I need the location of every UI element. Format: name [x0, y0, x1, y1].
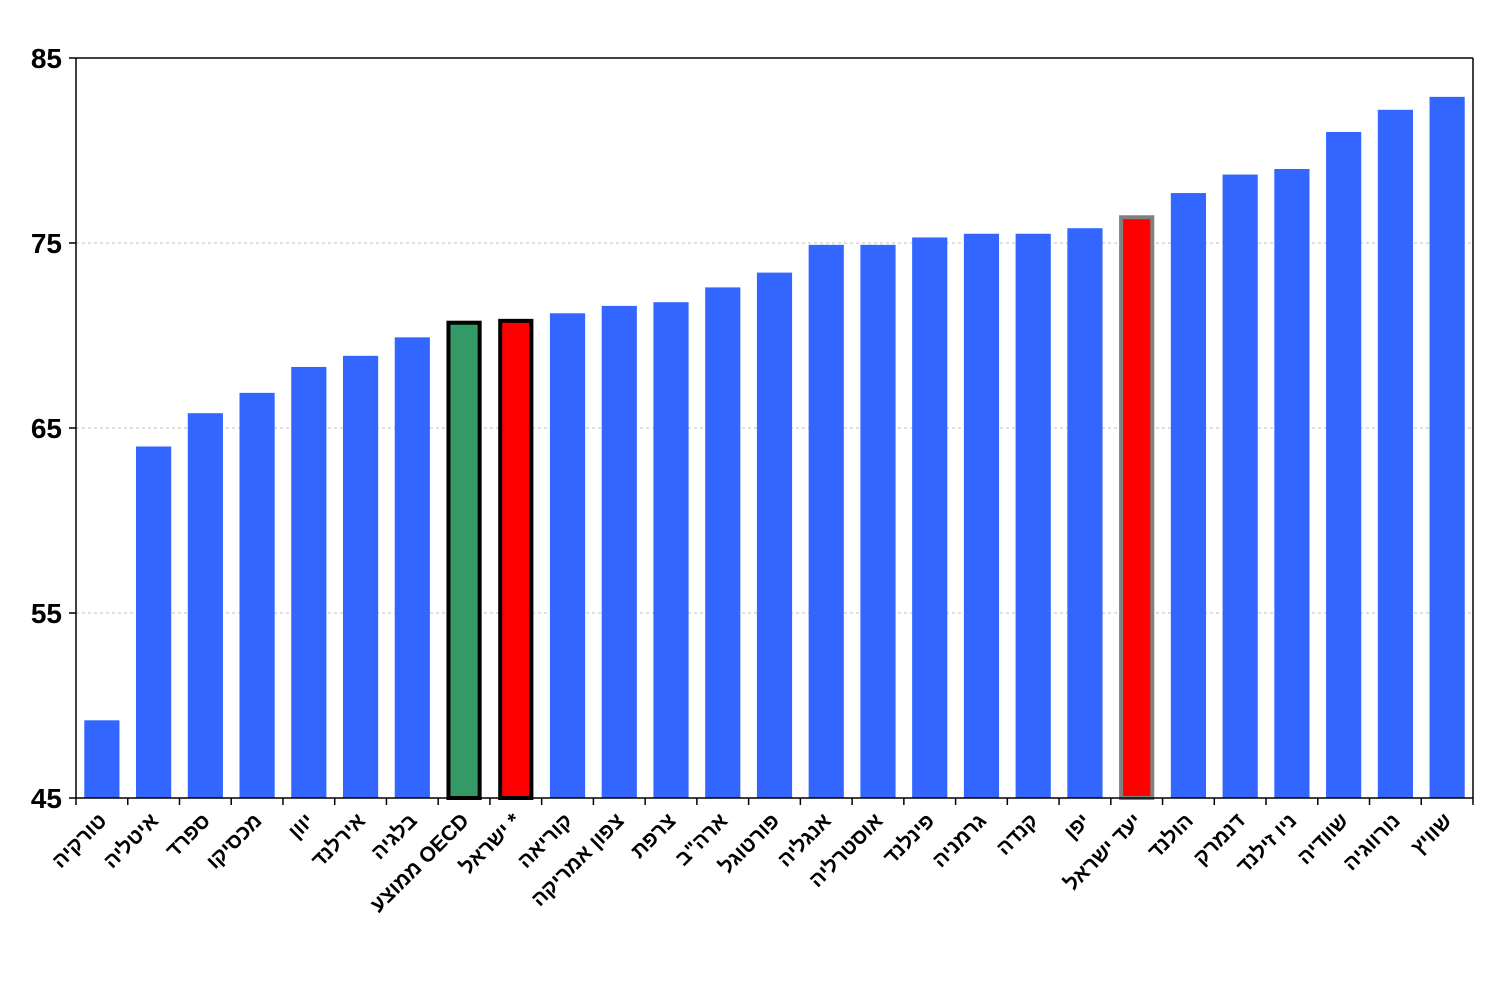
bar-country — [1222, 174, 1258, 799]
y-tick-label: 75 — [31, 228, 62, 259]
axes — [69, 57, 1474, 805]
bar-country — [601, 305, 637, 798]
bar-israel-target — [1119, 215, 1155, 800]
x-tick-label: איטליה — [99, 809, 163, 873]
bar-country — [136, 446, 172, 798]
x-tick-label: מכסיקו — [202, 809, 266, 873]
bar-country — [860, 244, 896, 799]
bar-country — [1067, 228, 1103, 798]
bar-country — [653, 302, 689, 798]
x-tick-label: קנדה — [992, 809, 1043, 860]
x-tick-label: אירלנד — [307, 809, 370, 872]
x-tick-label: נורווגיה — [1339, 809, 1405, 875]
y-tick-label: 85 — [31, 43, 62, 74]
bar-country — [342, 355, 379, 798]
bar-country — [549, 313, 586, 798]
x-tick-label: יוון — [284, 809, 318, 843]
bar-country — [84, 720, 120, 798]
bar-country — [756, 272, 793, 799]
x-tick-label: פינלנד — [879, 809, 939, 869]
bar-country — [963, 233, 1000, 798]
bar-country — [394, 337, 430, 798]
bar-country — [1170, 193, 1207, 799]
bar-country — [1015, 233, 1051, 798]
bar-country — [239, 392, 275, 798]
y-tick-label: 65 — [31, 413, 62, 444]
y-tick-labels: 45 55 65 75 85 — [31, 43, 62, 814]
x-tick-label: הולנד — [1144, 809, 1198, 863]
bars — [84, 96, 1465, 800]
bar-oecd-average — [446, 320, 482, 800]
x-tick-label: יפן — [1060, 809, 1095, 844]
bar-country — [1326, 132, 1362, 798]
y-tick-label: 45 — [31, 783, 62, 814]
bar-country — [1429, 96, 1465, 799]
bar-country — [291, 366, 327, 798]
y-tick-label: 55 — [31, 598, 62, 629]
bar-country — [1377, 109, 1413, 799]
bar-country — [187, 413, 223, 798]
bar-country — [912, 237, 948, 798]
x-tick-label: גרמניה — [928, 809, 991, 872]
x-tick-label: טורקיה — [48, 809, 111, 872]
bar-country — [705, 287, 741, 798]
bar-country — [808, 244, 844, 799]
bar-country — [1274, 169, 1310, 798]
x-tick-label: שוויץ — [1407, 809, 1457, 859]
bar-israel — [498, 318, 534, 800]
